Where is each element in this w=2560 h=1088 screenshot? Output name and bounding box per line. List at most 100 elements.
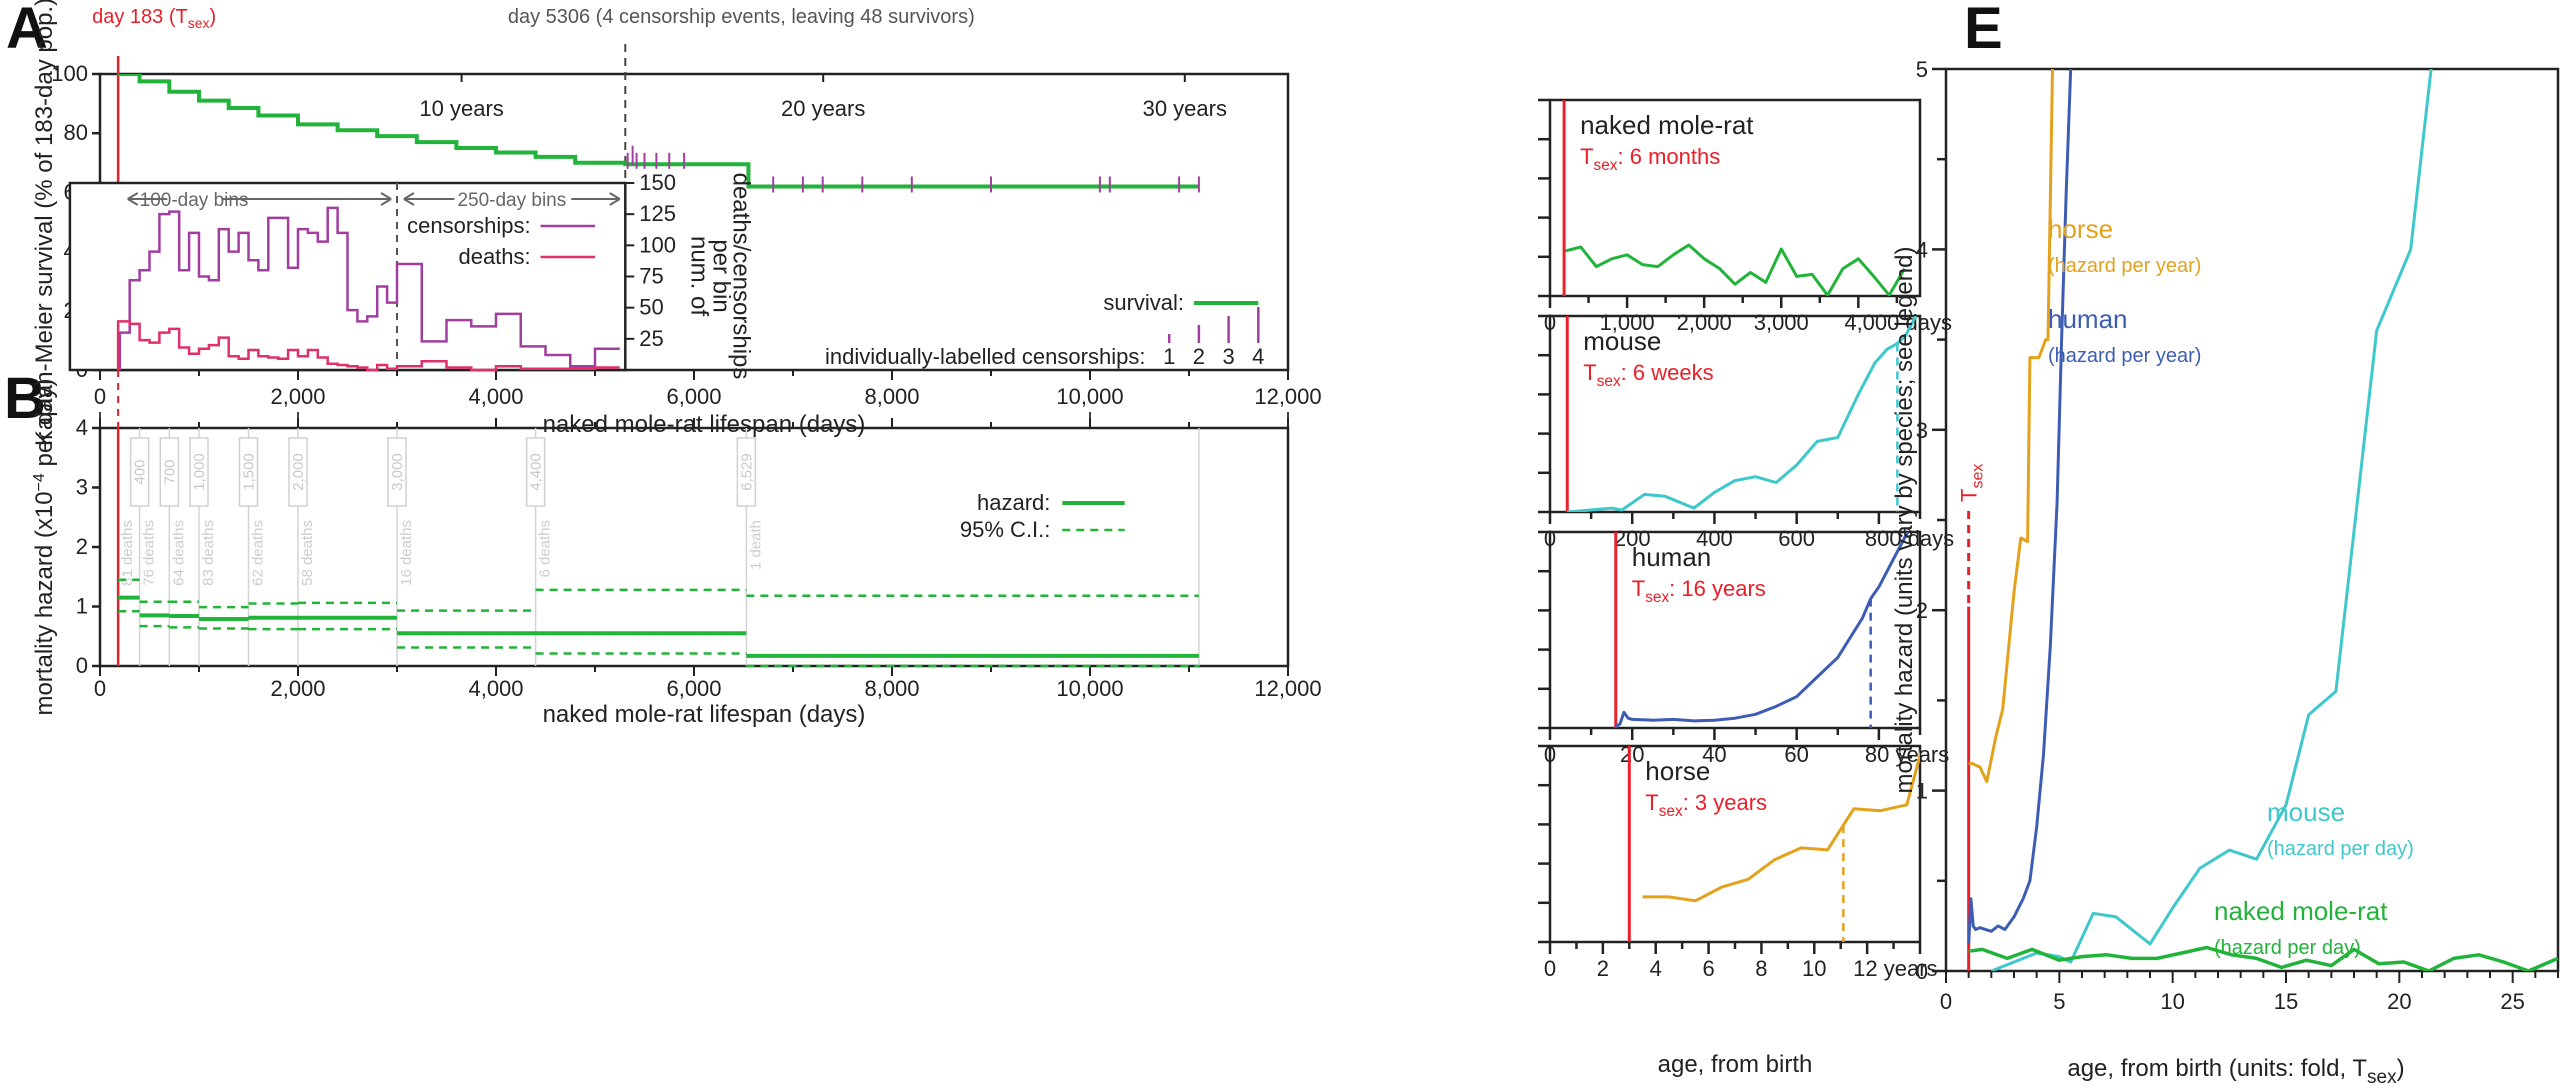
legend-horse-name: horse — [2048, 214, 2113, 244]
human-combined-hazard-line — [1967, 69, 2073, 944]
x-tick-label: 8 — [1755, 956, 1767, 981]
legend-individual-label: individually-labelled censorships: — [825, 344, 1145, 369]
boundary-label: 3,000 — [389, 453, 406, 491]
x-tick-label: 2,000 — [1677, 310, 1732, 335]
x-tick-label: 0 — [1940, 989, 1952, 1014]
x-tick-label: 400 — [1696, 526, 1733, 551]
legend-ci-label: 95% C.I.: — [960, 517, 1050, 542]
death-count-label: 58 deaths — [299, 520, 316, 586]
horse-combined-hazard-line — [1968, 69, 2054, 784]
x-tick-label: 600 — [1778, 526, 1815, 551]
x-tick-label: 4,000 days — [1844, 310, 1952, 335]
y-tick-label: 3 — [76, 475, 88, 500]
horse-hazard-line — [1642, 749, 1920, 903]
x-tick-label: 6,000 — [666, 676, 721, 701]
y2-tick-label: 50 — [639, 295, 663, 320]
y-tick-label: 4 — [1916, 237, 1928, 262]
boundary-label: 400 — [132, 459, 149, 484]
x-tick-label: 1,000 — [1600, 310, 1655, 335]
death-count-label: 81 deaths — [119, 520, 136, 586]
species-panel-frame — [1548, 98, 1922, 298]
mouse-hazard-line — [1567, 316, 1918, 512]
y2-tick-label: 75 — [639, 264, 663, 289]
x-tick-label: 4,000 — [468, 384, 523, 409]
x-tick-label: 10 — [2160, 989, 2184, 1014]
y2-axis-title-line2: deaths/censorships — [727, 173, 754, 380]
bins-100-label: 100-day bins — [140, 190, 249, 211]
x-tick-label: 6,000 — [666, 384, 721, 409]
legend-deaths-label: deaths: — [458, 244, 530, 269]
censorship-histogram — [118, 206, 620, 370]
year-label: 20 years — [781, 96, 865, 121]
boundary-label: 4,400 — [528, 453, 545, 491]
death-count-label: 76 deaths — [141, 520, 158, 586]
legend-individual-num: 2 — [1193, 344, 1205, 369]
mouse-combined-hazard-line — [1990, 69, 2433, 971]
death-count-label: 6 deaths — [537, 520, 554, 578]
x-tick-label: 10,000 — [1056, 676, 1123, 701]
survival-curve — [118, 74, 1199, 189]
arrow-right-icon — [380, 192, 392, 206]
censor-day-annotation: day 5306 (4 censorship events, leaving 4… — [508, 6, 975, 28]
legend-censorships-label: censorships: — [407, 213, 531, 238]
death-count-label: 83 deaths — [200, 520, 217, 586]
boundary-label-box — [159, 437, 180, 507]
legend-individual-num: 3 — [1222, 344, 1234, 369]
nmr-combined-hazard-line — [1968, 945, 2558, 971]
x-tick-label: 20 — [2387, 989, 2411, 1014]
legend-individual-num: 1 — [1163, 344, 1175, 369]
species-panel-frame — [1548, 530, 1922, 730]
x-tick-label: 200 — [1614, 526, 1651, 551]
legend-hazard-label: hazard: — [977, 490, 1050, 515]
species-panel-frame — [1548, 744, 1922, 944]
species-name: naked mole-rat — [1580, 110, 1754, 140]
x-axis-title: age, from birth (units: fold, Tsex) — [2067, 1055, 2404, 1088]
y-tick-label: 2 — [1916, 598, 1928, 623]
legend-survival-label: survival: — [1103, 290, 1184, 315]
x-tick-label: 8,000 — [864, 384, 919, 409]
bins-250-label: 250-day bins — [457, 190, 566, 211]
legend-horse-unit: (hazard per year) — [2048, 255, 2201, 277]
y2-axis-title-line1: num. of — [685, 236, 712, 316]
tsex-marker-label: Tsex — [1957, 464, 1987, 502]
species-name: human — [1632, 542, 1712, 572]
boundary-label: 1,500 — [241, 453, 258, 491]
y2-tick-label: 100 — [639, 232, 676, 257]
tsex-label: Tsex: 6 months — [1580, 144, 1720, 174]
tsex-label: Tsex: 16 years — [1632, 576, 1766, 606]
y-axis-title: mortality hazard (x10−4 per day) — [31, 378, 58, 715]
boundary-label-box — [387, 437, 407, 507]
y-tick-label: 100 — [51, 61, 88, 86]
legend-human-name: human — [2048, 304, 2128, 334]
y2-axis-title-line3: per bin — [707, 239, 734, 312]
boundary-label: 1,000 — [191, 453, 208, 491]
y-tick-label: 3 — [1916, 418, 1928, 443]
y2-tick-label: 150 — [639, 170, 676, 195]
year-label: 10 years — [419, 96, 503, 121]
y2-tick-label: 125 — [639, 201, 676, 226]
death-count-label: 64 deaths — [170, 520, 187, 586]
panel-label-a: A — [6, 0, 48, 61]
tsex-label: Tsex: 3 years — [1645, 790, 1767, 820]
boundary-label-box — [189, 437, 209, 507]
arrow-left-icon — [403, 192, 415, 206]
y-axis-title: Kaplan-Meier survival (% of 183-day pop.… — [31, 0, 58, 446]
y-tick-label: 0 — [76, 653, 88, 678]
year-label: 30 years — [1143, 96, 1227, 121]
x-tick-label: 0 — [94, 384, 106, 409]
tsex-annotation: day 183 (Tsex) — [92, 6, 216, 31]
y-tick-label: 1 — [1916, 779, 1928, 804]
species-name: mouse — [1583, 326, 1661, 356]
x-tick-label: 2,000 — [270, 384, 325, 409]
x-tick-label: 10 — [1802, 956, 1826, 981]
x-tick-label: 12,000 — [1254, 384, 1321, 409]
tsex-label: Tsex: 6 weeks — [1583, 360, 1713, 390]
legend-human-unit: (hazard per year) — [2048, 345, 2201, 367]
boundary-label: 2,000 — [290, 453, 307, 491]
boundary-label-box — [736, 437, 757, 507]
panel-label-b: B — [4, 366, 46, 431]
boundary-label-box — [288, 437, 308, 507]
naked-mole-rat-hazard-line — [1565, 243, 1906, 296]
x-tick-label: 0 — [1544, 956, 1556, 981]
